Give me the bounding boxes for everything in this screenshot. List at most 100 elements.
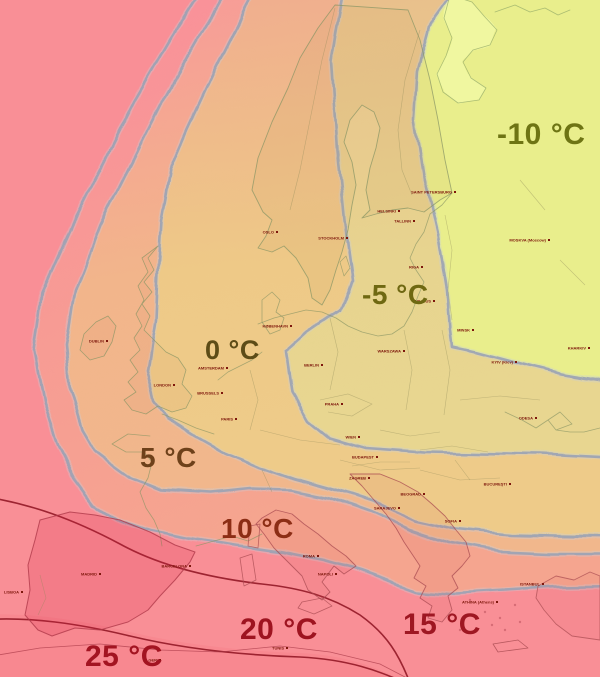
city-dot	[413, 220, 415, 222]
city-dot	[423, 493, 425, 495]
isotherm-line-minus10	[413, 0, 600, 382]
island-gotland	[339, 255, 351, 277]
city-dot	[421, 266, 423, 268]
city-label: OSLO	[263, 230, 274, 235]
city-marker: MINSK	[457, 328, 474, 333]
city-dot	[341, 403, 343, 405]
isotherm-line-minus5	[284, 0, 600, 459]
city-dot	[433, 300, 435, 302]
city-dot	[21, 591, 23, 593]
city-dot	[376, 456, 378, 458]
city-label: BEOGRAD	[401, 492, 422, 497]
city-dot	[226, 367, 228, 369]
city-label: WARSZAWA	[377, 349, 401, 354]
city-marker: PARIS	[221, 417, 237, 422]
city-dot	[221, 392, 223, 394]
city-dot	[398, 210, 400, 212]
city-dot	[346, 237, 348, 239]
label-minus5c: -5 °C	[362, 279, 429, 310]
temperature-labels-layer: -10 °C -5 °C 0 °C 5 °C 10 °C 15 °C 20 °C…	[85, 118, 585, 673]
city-marker: MADRID	[81, 572, 101, 577]
isotherm-line-0	[146, 0, 600, 538]
city-label: ODESA	[519, 416, 533, 421]
city-dot	[398, 507, 400, 509]
label-25c: 25 °C	[85, 640, 163, 673]
island-corsica	[247, 523, 261, 549]
city-label: BRUSSELS	[197, 391, 219, 396]
city-label: ATHINA (Athens)	[462, 600, 495, 605]
city-marker: DUBLIN	[89, 339, 108, 344]
city-label: PRAHA	[325, 402, 339, 407]
city-label: DUBLIN	[89, 339, 104, 344]
city-label: SAINT PETERSBURG	[411, 190, 452, 195]
city-marker: SOFIA	[445, 519, 461, 524]
city-label: KØBENHAVN	[263, 324, 289, 329]
city-label: AMSTERDAM	[198, 366, 225, 371]
city-label: BUDAPEST	[352, 455, 375, 460]
city-dot	[290, 325, 292, 327]
city-label: SOFIA	[445, 519, 457, 524]
city-dot	[548, 239, 550, 241]
city-dot	[286, 647, 288, 649]
city-marker: KYIV (Kiev)	[491, 360, 517, 365]
coast-ireland	[79, 315, 117, 361]
city-marker: BERLIN	[304, 363, 323, 368]
label-15c: 15 °C	[403, 608, 481, 641]
city-dot	[496, 601, 498, 603]
city-dot	[472, 329, 474, 331]
city-dot	[459, 520, 461, 522]
island-sardinia	[239, 553, 257, 587]
city-label: SARAJEVO	[374, 506, 396, 511]
dark-red-isotherm-lines	[0, 498, 409, 677]
city-marker: OSLO	[263, 230, 278, 235]
city-label: ALGER	[143, 658, 157, 663]
city-label: KHARKIV	[568, 346, 587, 351]
city-label: NAPOLI	[318, 572, 333, 577]
isotherm-line-25	[0, 618, 394, 677]
city-marker: KHARKIV	[568, 346, 590, 351]
isotherm-line-20	[0, 498, 409, 677]
label-minus10c: -10 °C	[497, 118, 585, 151]
city-marker: BRUSSELS	[197, 391, 223, 396]
city-dot	[509, 483, 511, 485]
city-marker: RIGA	[409, 265, 423, 270]
city-dot	[535, 417, 537, 419]
city-dot	[173, 384, 175, 386]
city-label: PARIS	[221, 417, 233, 422]
coast-north-africa	[0, 643, 406, 677]
city-label: BARCELONA	[161, 564, 187, 569]
coast-white-sea	[436, 0, 571, 104]
coast-baltic-east	[257, 192, 453, 337]
coast-scandinavia	[251, 4, 453, 306]
island-sicily	[297, 597, 333, 615]
city-label: MADRID	[81, 572, 97, 577]
city-marker: WIEN	[346, 435, 360, 440]
city-dot	[454, 191, 456, 193]
city-label: HELSINKI	[377, 209, 396, 214]
city-dot	[515, 361, 517, 363]
city-marker: PRAHA	[325, 402, 343, 407]
city-dot	[335, 573, 337, 575]
city-marker: BUDAPEST	[352, 455, 378, 460]
city-label: STOCKHOLM	[318, 236, 344, 241]
city-marker: STOCKHOLM	[318, 236, 348, 241]
city-dot	[368, 477, 370, 479]
city-marker: SAINT PETERSBURG	[411, 190, 456, 195]
city-marker: SARAJEVO	[374, 506, 400, 511]
aegean-islands	[458, 598, 522, 632]
coast-iberia	[24, 511, 196, 637]
city-dot	[317, 555, 319, 557]
isotherm-line-10	[32, 0, 600, 595]
coast-balkans-greece	[349, 473, 471, 623]
city-label: RIGA	[409, 265, 419, 270]
city-dot	[189, 565, 191, 567]
isotherm-line-5	[64, 0, 600, 555]
city-dot	[358, 436, 360, 438]
city-dot	[159, 659, 161, 661]
city-marker: LISBOA	[4, 590, 23, 595]
city-label: MOSKVA (Moscow)	[509, 238, 546, 243]
label-10c: 10 °C	[221, 513, 294, 544]
